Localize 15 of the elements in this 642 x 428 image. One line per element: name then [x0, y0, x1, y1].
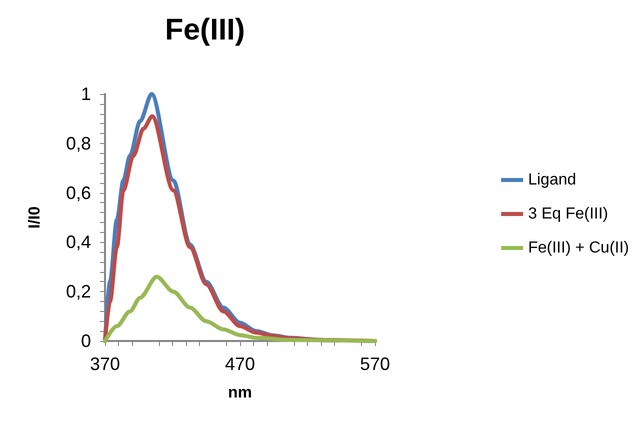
legend-label: Ligand [528, 172, 576, 188]
chart-title: Fe(III) [165, 14, 245, 46]
x-axis-title: nm [228, 384, 252, 402]
legend-label: 3 Eq Fe(III) [528, 206, 608, 222]
x-tick-label: 570 [360, 354, 390, 374]
y-tick-label: 0,2 [66, 282, 91, 302]
y-tick-label: 0,4 [66, 232, 91, 252]
y-tick-label: 0 [80, 331, 91, 351]
y-tick-label: 1 [80, 84, 91, 104]
x-tick-label: 470 [224, 354, 256, 374]
y-tick-label: 0,6 [66, 182, 91, 203]
x-tick-label: 370 [90, 354, 120, 374]
y-axis-title: I/I0 [26, 206, 44, 229]
y-tick-label: 0,8 [66, 133, 91, 154]
legend-label: Fe(III) + Cu(II) [528, 240, 630, 256]
